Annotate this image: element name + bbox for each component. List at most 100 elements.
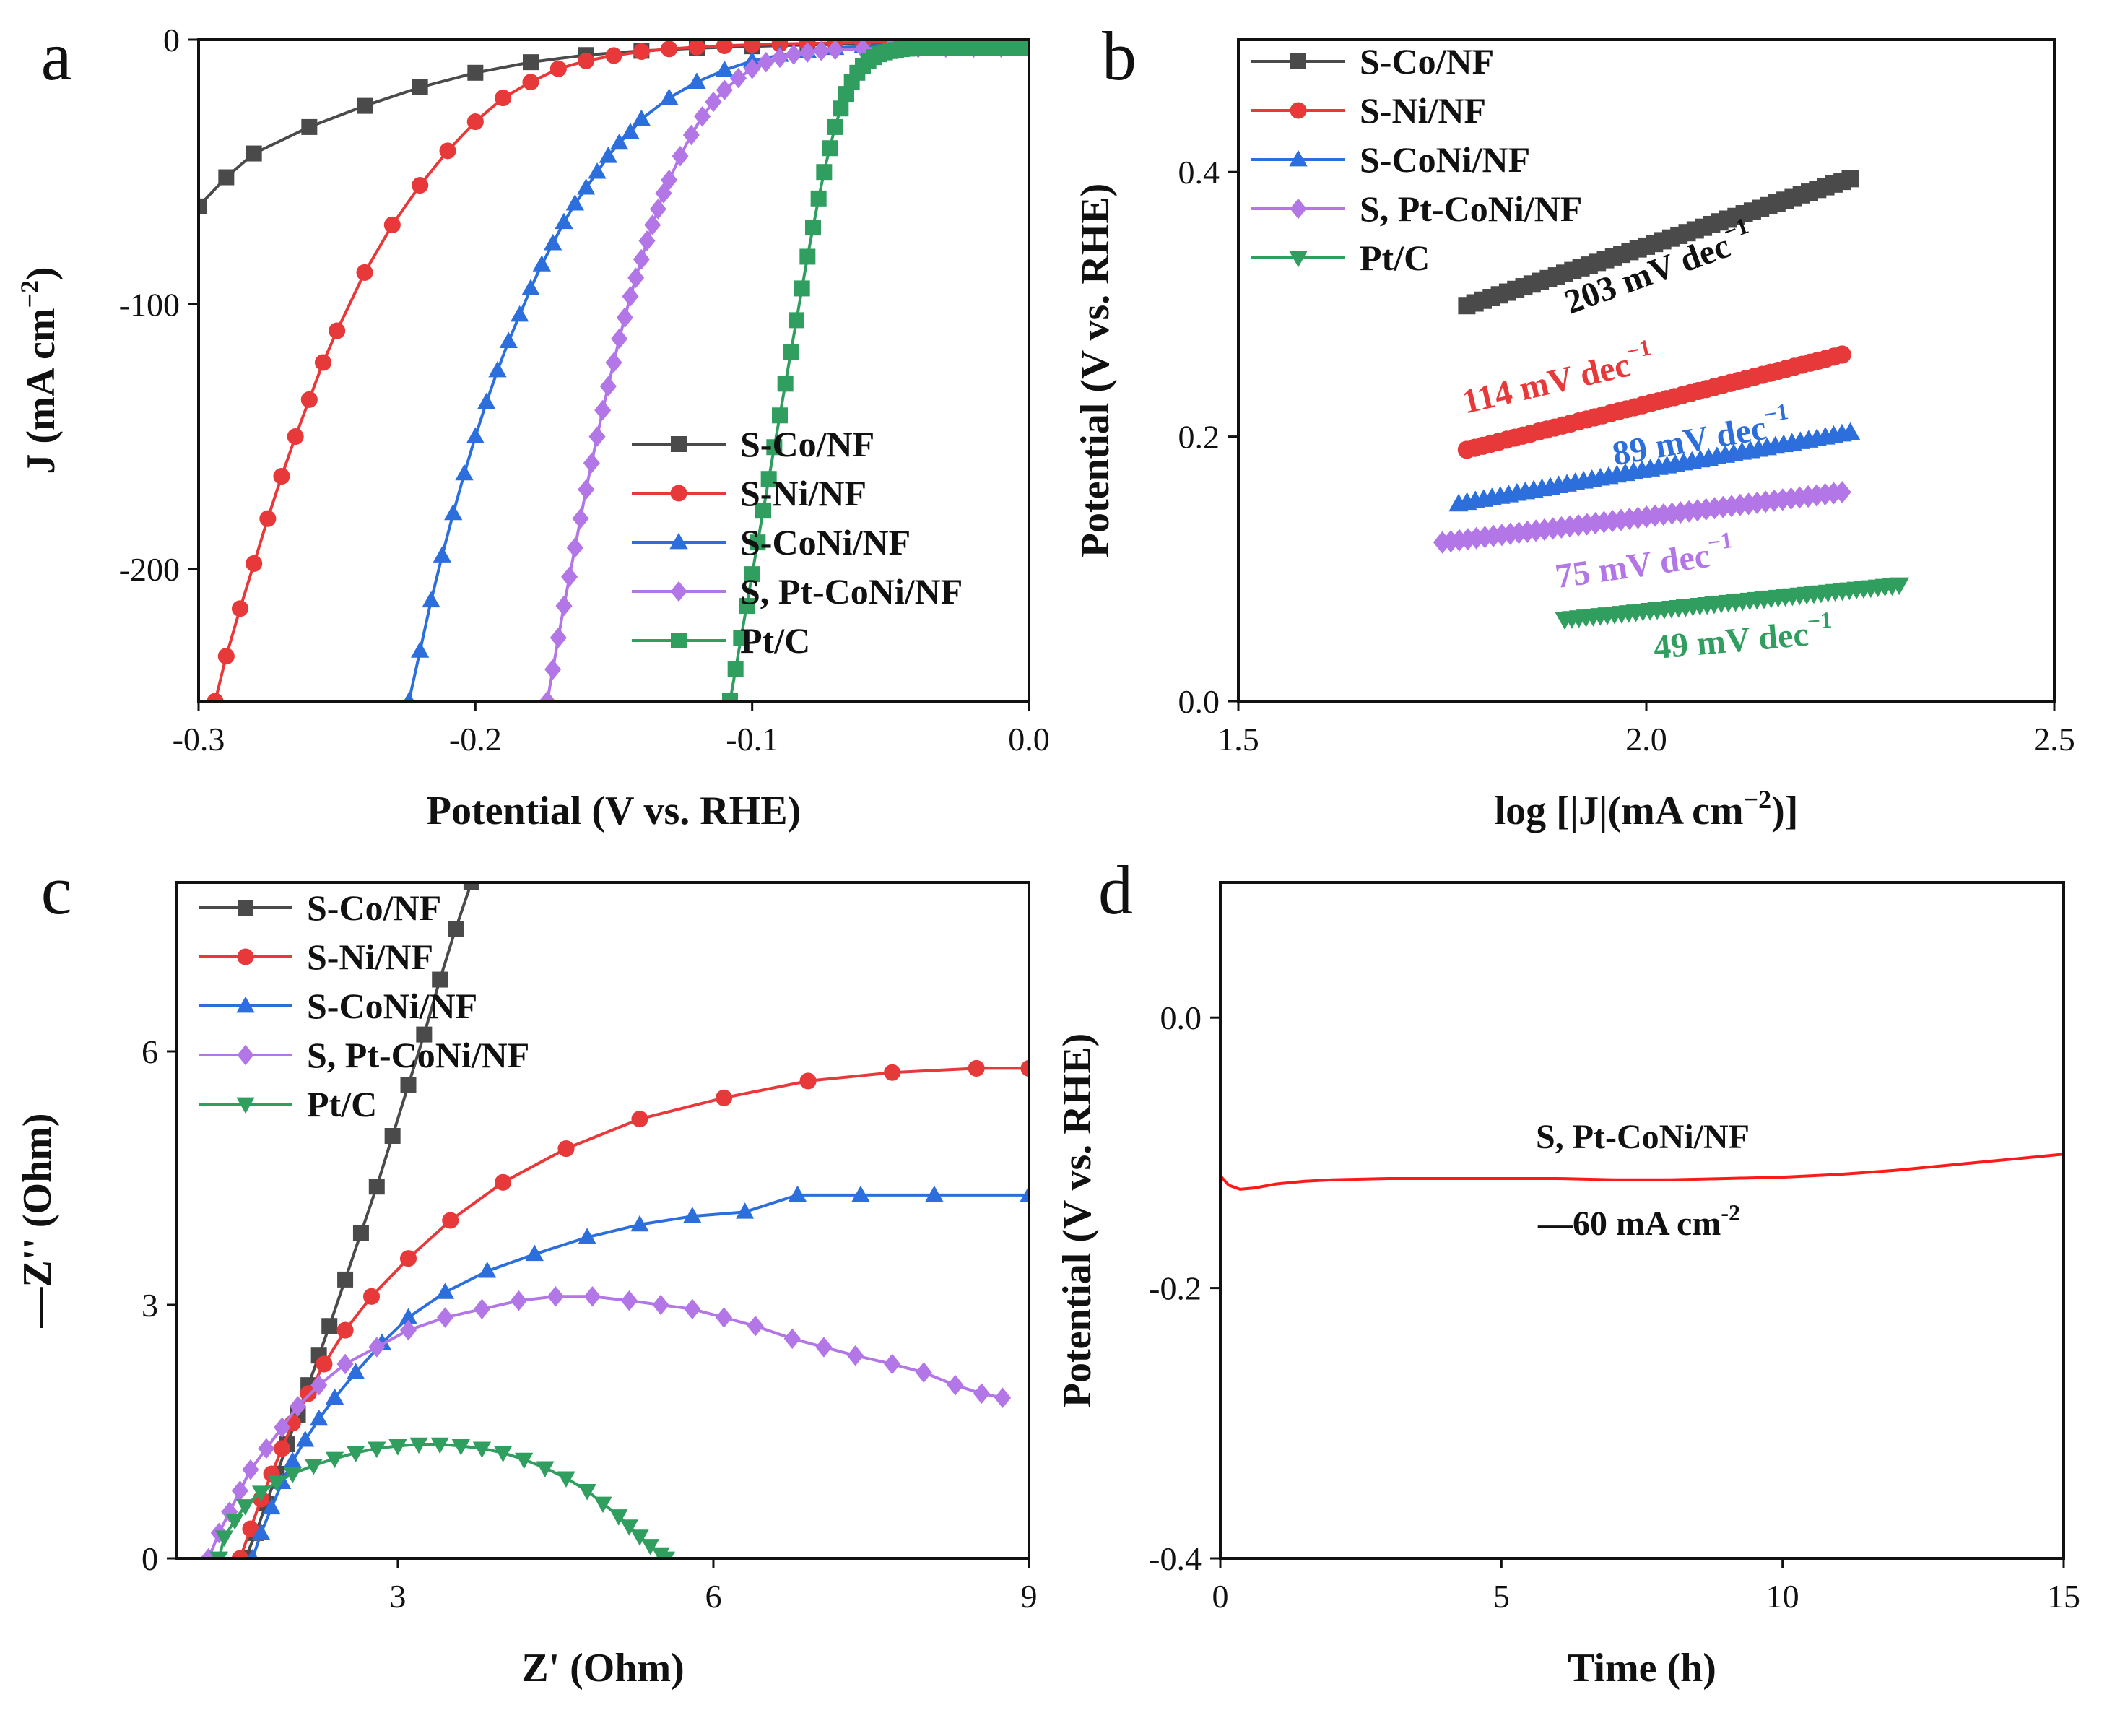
data-point xyxy=(655,183,672,204)
data-point xyxy=(296,1431,315,1447)
data-point xyxy=(439,142,456,160)
data-point xyxy=(561,566,578,588)
y-axis-label: —Z'' (Ohm) xyxy=(15,1113,60,1328)
data-point xyxy=(383,216,401,234)
data-point xyxy=(610,133,629,150)
data-point xyxy=(510,1290,528,1311)
data-point xyxy=(760,471,777,487)
data-point xyxy=(687,72,706,89)
y-tick-label: 0.4 xyxy=(1178,154,1220,191)
data-point xyxy=(789,312,804,329)
data-point xyxy=(357,97,373,114)
data-point xyxy=(400,1077,417,1093)
data-point xyxy=(412,79,428,95)
data-point xyxy=(672,145,689,167)
x-tick-label: -0.2 xyxy=(449,721,502,758)
x-tick-label: 3 xyxy=(389,1578,406,1615)
series-line xyxy=(199,40,1029,208)
data-point xyxy=(547,1286,564,1307)
data-point xyxy=(214,1530,234,1547)
data-point xyxy=(833,100,849,117)
data-point xyxy=(1509,521,1529,544)
data-point xyxy=(716,40,733,54)
data-point xyxy=(747,1315,764,1337)
data-point xyxy=(616,307,633,329)
data-point xyxy=(583,452,600,474)
data-point xyxy=(368,1337,386,1358)
data-point xyxy=(246,145,262,162)
data-point xyxy=(521,279,540,295)
data-point xyxy=(251,1523,271,1540)
data-point xyxy=(733,630,750,646)
data-point xyxy=(1433,531,1452,554)
legend-marker xyxy=(669,532,688,550)
legend-item-s-ni-nf: S-Ni/NF xyxy=(1251,90,1486,131)
data-point xyxy=(979,40,996,56)
data-point xyxy=(1671,501,1690,524)
data-point xyxy=(549,60,567,77)
y-tick-label: -100 xyxy=(119,286,180,323)
data-point xyxy=(451,1439,470,1456)
legend: S-Co/NF S-Ni/NF S-CoNi/NF S, Pt-CoNi/NF Pt/C xyxy=(632,424,963,661)
data-point xyxy=(362,1288,381,1305)
legend-marker xyxy=(1290,102,1307,119)
data-point xyxy=(599,147,617,163)
data-point xyxy=(455,464,474,481)
series-s-pt-coni-nf xyxy=(1220,1153,2064,1191)
data-point xyxy=(578,1228,596,1244)
data-point xyxy=(1713,495,1732,518)
y-axis-label: Potential (V vs. RHE) xyxy=(1073,183,1118,558)
data-point xyxy=(827,118,843,135)
panel-a: -0.3 -0.2 -0.1 0.00-100-200S-Co/NFS-Ni/NFS-… xyxy=(15,17,1050,833)
data-point xyxy=(783,344,799,360)
data-point xyxy=(630,1529,649,1546)
data-point xyxy=(815,1337,833,1358)
data-point xyxy=(827,40,844,61)
legend-marker xyxy=(671,633,687,648)
data-point xyxy=(965,40,982,56)
data-point xyxy=(433,546,451,563)
data-point xyxy=(1840,422,1861,440)
x-tick-label: 6 xyxy=(705,1578,721,1615)
data-point xyxy=(432,971,448,988)
legend-marker xyxy=(1289,251,1308,268)
legend-marker xyxy=(237,1044,254,1066)
x-tick-label: -0.1 xyxy=(726,721,778,758)
data-point xyxy=(225,1514,244,1530)
data-point xyxy=(578,1484,596,1501)
data-point xyxy=(525,1244,544,1262)
data-point xyxy=(810,190,827,207)
data-point xyxy=(274,1440,291,1457)
data-point xyxy=(661,40,678,58)
data-point xyxy=(231,600,249,617)
data-point xyxy=(1560,515,1579,538)
legend-marker xyxy=(1290,198,1307,220)
data-point xyxy=(555,595,573,617)
x-tick-label: 1.5 xyxy=(1217,721,1259,758)
data-point xyxy=(262,1498,281,1515)
data-point xyxy=(532,255,551,272)
data-point xyxy=(316,1355,333,1373)
data-point xyxy=(356,264,373,281)
data-point xyxy=(287,428,304,446)
data-point xyxy=(777,376,794,392)
data-point xyxy=(566,537,583,558)
data-point xyxy=(251,1485,271,1502)
data-point xyxy=(209,1551,228,1558)
data-point xyxy=(1020,1185,1029,1202)
data-point xyxy=(884,1353,901,1375)
data-point xyxy=(799,248,816,265)
data-point xyxy=(430,1437,449,1454)
legend-item-pt-c: Pt/C xyxy=(632,620,810,661)
data-point xyxy=(1722,495,1741,518)
data-point xyxy=(388,1439,407,1456)
data-point xyxy=(968,1059,985,1077)
data-point xyxy=(467,64,484,81)
data-point xyxy=(1833,480,1851,504)
data-point xyxy=(273,468,290,485)
data-point xyxy=(435,1283,455,1299)
annotation-title: S, Pt-CoNi/NF xyxy=(1536,1118,1750,1156)
panel-letter-c: c xyxy=(41,851,72,929)
data-point xyxy=(684,1298,701,1320)
legend-label: S-Ni/NF xyxy=(307,937,433,977)
